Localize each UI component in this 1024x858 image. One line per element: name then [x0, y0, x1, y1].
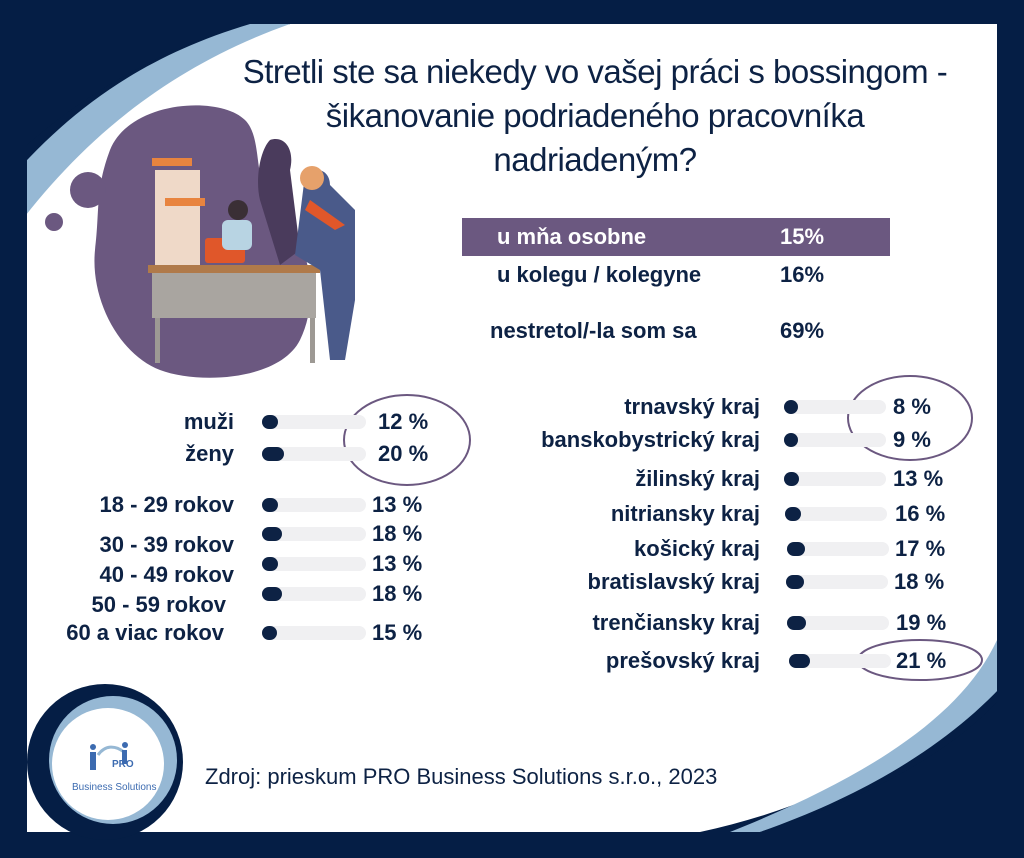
summary-label: u kolegu / kolegyne [497, 262, 702, 287]
bar-label: bratislavský kraj [587, 569, 760, 594]
bar-value: 16 % [895, 501, 946, 526]
bar-label: 60 a viac rokov [66, 620, 224, 645]
bar-row-age-50-59: 50 - 59 rokov 18 % [0, 580, 500, 617]
bar-label: trenčiansky kraj [592, 610, 760, 635]
bar-fill [262, 626, 277, 640]
bar-track [262, 498, 366, 512]
bar-row-age-60-plus: 60 a viac rokov 15 % [0, 619, 500, 647]
title-line-3: nadriadeným? [493, 141, 697, 178]
bar-label: 40 - 49 rokov [99, 562, 234, 587]
bar-row-region-nitra: nitriansky kraj 16 % [0, 500, 1000, 528]
bar-row-region-trnava: trnavský kraj 8 % [0, 393, 1000, 421]
bar-row-region-kosice: košický kraj 17 % [0, 535, 1000, 563]
bar-fill [784, 433, 798, 447]
bar-fill [784, 472, 799, 486]
bar-fill [262, 527, 282, 541]
bar-label: nitriansky kraj [610, 501, 760, 526]
bar-value: 13 % [372, 551, 423, 576]
bar-fill [785, 507, 801, 521]
bar-row-age-30-39: 30 - 39 rokov 18 % [0, 520, 500, 557]
highlight-circle-regions-low [847, 375, 973, 461]
logo-disc [52, 708, 164, 820]
summary-label: nestretol/-la som sa [490, 318, 697, 343]
bar-value: 8 % [893, 394, 931, 419]
title-line-1: Stretli ste sa niekedy vo vašej práci s … [242, 53, 948, 90]
bar-value: 19 % [896, 610, 947, 635]
bar-track [786, 575, 888, 589]
bar-value: 18 % [372, 581, 423, 606]
bar-track [262, 447, 366, 461]
bar-fill [784, 400, 798, 414]
bar-track [262, 527, 366, 541]
bar-value: 21 % [896, 648, 947, 673]
bar-label: žilinský kraj [635, 466, 760, 491]
bar-fill [789, 654, 810, 668]
bar-label: banskobystrický kraj [541, 427, 760, 452]
title-line-2: šikanovanie podriadeného pracovníka [325, 97, 865, 134]
bar-row-gender-men: muži 12 % [0, 408, 500, 436]
logo-figures-icon [90, 742, 128, 770]
bar-value: 15 % [372, 620, 423, 645]
bar-row-region-zilina: žilinský kraj 13 % [0, 465, 1000, 493]
bar-track [785, 507, 887, 521]
bar-track [262, 415, 366, 429]
bar-value: 13 % [372, 492, 423, 517]
bar-fill [262, 447, 284, 461]
bar-value: 20 % [378, 441, 429, 466]
bar-fill [262, 557, 278, 571]
bar-track [787, 542, 889, 556]
summary-value: 16% [780, 262, 825, 287]
bar-value: 18 % [372, 521, 423, 546]
bar-fill [787, 616, 806, 630]
bar-track [784, 472, 886, 486]
bar-fill [786, 575, 804, 589]
summary-label: u mňa osobne [497, 224, 647, 249]
logo-text-company: Business Solutions [72, 782, 157, 793]
bar-track [262, 557, 366, 571]
survey-question-title: Stretli ste sa niekedy vo vašej práci s … [175, 50, 1015, 182]
summary-value: 69% [780, 318, 825, 343]
bar-value: 12 % [378, 409, 429, 434]
bar-value: 9 % [893, 427, 931, 452]
bar-row-age-18-29: 18 - 29 rokov 13 % [0, 491, 500, 519]
bar-fill [262, 587, 282, 601]
office-illustration [148, 139, 355, 363]
bar-label: ženy [185, 441, 234, 466]
bar-row-region-bratislava: bratislavský kraj 18 % [0, 568, 1000, 596]
bar-track [784, 433, 886, 447]
source-note: Zdroj: prieskum PRO Business Solutions s… [205, 764, 718, 789]
summary-row-never: nestretol/-la som sa 69% [462, 312, 890, 350]
bar-row-region-banska-bystrica: banskobystrický kraj 9 % [0, 426, 1000, 454]
highlight-circle-gender [343, 394, 471, 486]
bar-label: 18 - 29 rokov [99, 492, 234, 517]
bar-label: trnavský kraj [624, 394, 760, 419]
bar-track [787, 616, 889, 630]
logo-text-pro: PRO [112, 759, 134, 770]
bar-fill [787, 542, 805, 556]
bar-track [789, 654, 891, 668]
bar-row-age-40-49: 40 - 49 rokov 13 % [0, 550, 500, 587]
bar-label: 30 - 39 rokov [99, 532, 234, 557]
bar-row-region-presov: prešovský kraj 21 % [0, 647, 1000, 675]
light-blue-swoosh-top [0, 24, 290, 250]
bar-fill [262, 498, 278, 512]
bar-label: 50 - 59 rokov [91, 592, 226, 617]
bar-track [262, 587, 366, 601]
bar-label: prešovský kraj [605, 648, 760, 673]
bar-label: košický kraj [634, 536, 760, 561]
bar-track [784, 400, 886, 414]
summary-row-colleague: u kolegu / kolegyne 16% [462, 256, 890, 294]
bar-value: 13 % [893, 466, 944, 491]
bar-row-gender-women: ženy 20 % [0, 440, 500, 468]
summary-row-personally: u mňa osobne 15% [462, 218, 890, 256]
bar-fill [262, 415, 278, 429]
bar-label: muži [183, 409, 234, 434]
bar-value: 17 % [895, 536, 946, 561]
bar-track [262, 626, 366, 640]
summary-value: 15% [780, 224, 825, 249]
bar-value: 18 % [894, 569, 945, 594]
summary-table: u mňa osobne 15% u kolegu / kolegyne 16%… [462, 218, 890, 350]
bar-row-region-trencin: trenčiansky kraj 19 % [0, 609, 1000, 637]
